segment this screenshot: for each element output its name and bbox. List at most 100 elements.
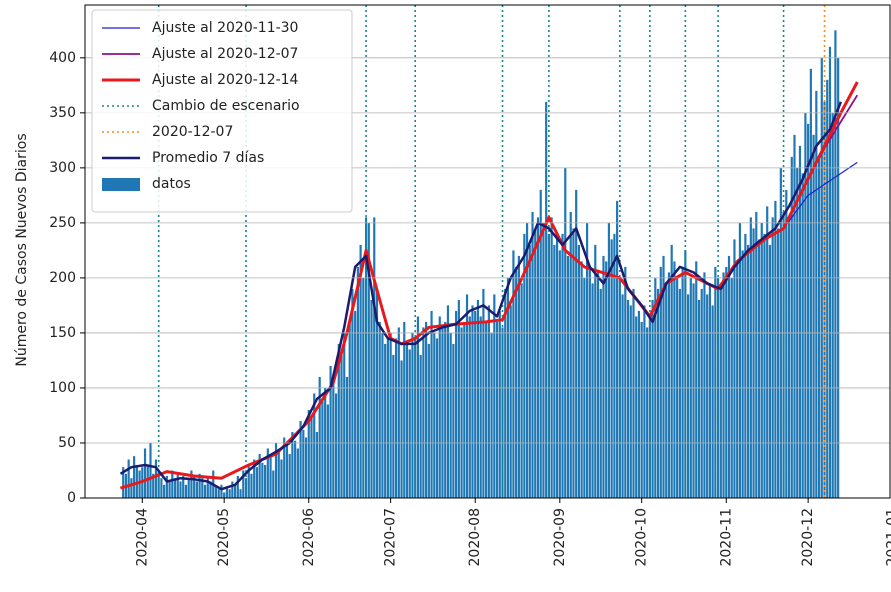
bar <box>389 332 392 498</box>
bar <box>392 354 395 498</box>
bar <box>321 398 324 498</box>
bar <box>550 217 553 498</box>
bar <box>193 475 196 498</box>
bar <box>220 484 223 498</box>
bar <box>774 200 777 498</box>
bar <box>807 123 810 498</box>
bar <box>378 321 381 498</box>
bar <box>812 134 815 498</box>
bar <box>326 404 329 498</box>
legend-label: Promedio 7 días <box>152 150 264 166</box>
bar <box>444 321 447 498</box>
bar <box>455 310 458 498</box>
bar <box>318 376 321 498</box>
bar <box>763 233 766 498</box>
bar <box>198 473 201 498</box>
axes-frame <box>84 4 891 499</box>
bar <box>253 459 256 498</box>
y-tick-label: 300 <box>49 160 76 176</box>
x-tick-label: 2020-11 <box>718 508 734 567</box>
y-tick-label: 250 <box>49 215 76 231</box>
bar <box>684 250 687 498</box>
bar <box>629 305 632 498</box>
bar <box>665 283 668 498</box>
bar <box>752 228 755 498</box>
y-tick-label: 50 <box>58 435 76 451</box>
x-tick-label: 2020-05 <box>216 508 232 567</box>
bar <box>416 316 420 498</box>
bar <box>214 486 218 498</box>
bar <box>422 327 425 498</box>
bar <box>476 299 480 498</box>
bar <box>828 46 832 498</box>
bar <box>310 415 313 498</box>
bar <box>766 206 769 498</box>
bar <box>607 222 611 498</box>
bar <box>509 305 512 498</box>
bar <box>384 343 387 498</box>
bar <box>757 239 761 498</box>
bar <box>408 349 411 498</box>
bar <box>624 266 627 498</box>
bar <box>435 338 439 498</box>
bar <box>231 481 234 498</box>
bar <box>364 217 368 498</box>
bar <box>414 338 417 498</box>
bar <box>798 145 802 498</box>
bar <box>555 233 559 498</box>
bar <box>122 467 125 498</box>
bar <box>269 456 272 498</box>
bar <box>558 250 561 498</box>
x-tick-label: 2020-10 <box>634 508 650 567</box>
bar <box>697 299 701 498</box>
bar <box>239 489 242 498</box>
x-tick-label: 2021-01 <box>885 508 891 567</box>
bar <box>577 244 581 498</box>
bar <box>163 484 166 498</box>
bar <box>201 478 204 498</box>
bar <box>815 90 818 498</box>
bar <box>449 332 452 498</box>
bar <box>692 283 695 498</box>
bar <box>394 338 398 498</box>
bar <box>236 475 239 498</box>
bar <box>793 134 796 498</box>
bar <box>755 211 758 498</box>
bar <box>613 233 616 498</box>
bar <box>400 360 403 498</box>
bar <box>553 244 556 498</box>
bar <box>403 321 406 498</box>
bar <box>340 354 343 498</box>
bar <box>831 112 834 498</box>
legend-swatch <box>102 178 140 191</box>
bar <box>302 429 305 498</box>
bar <box>457 299 460 498</box>
bar <box>296 448 299 498</box>
bar <box>768 244 772 498</box>
bar <box>528 244 531 498</box>
bar <box>719 288 722 498</box>
bar <box>738 222 742 498</box>
bar <box>182 475 185 498</box>
bar <box>700 288 703 498</box>
bar <box>569 211 572 498</box>
bar <box>771 217 774 498</box>
bar <box>255 467 259 498</box>
bar <box>637 310 641 498</box>
bar <box>834 30 837 498</box>
bar <box>315 431 319 498</box>
bar <box>596 272 600 498</box>
bar <box>621 294 624 498</box>
x-tick-label: 2020-06 <box>301 508 317 567</box>
bar <box>154 459 158 498</box>
bar <box>223 492 226 498</box>
bar <box>427 343 430 498</box>
bar <box>242 470 245 498</box>
bar <box>667 272 671 498</box>
bar <box>809 68 812 498</box>
bar <box>127 459 130 498</box>
bar <box>727 255 731 498</box>
bar <box>523 233 526 498</box>
bar <box>146 464 149 498</box>
bar <box>542 222 545 498</box>
